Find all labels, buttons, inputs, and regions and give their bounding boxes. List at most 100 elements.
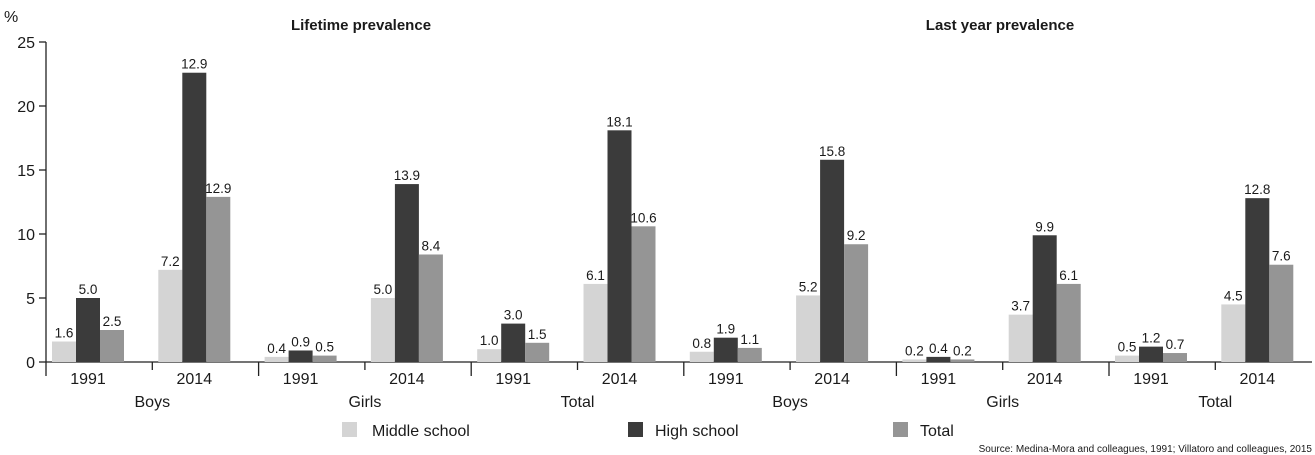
- bar-value-label: 9.9: [1035, 219, 1054, 234]
- bar-value-label: 0.9: [291, 334, 310, 349]
- y-tick-label: 5: [26, 291, 35, 308]
- bar-value-label: 0.8: [692, 336, 711, 351]
- bar-value-label: 5.0: [79, 282, 98, 297]
- bar-value-label: 12.8: [1244, 182, 1270, 197]
- bar-middle-school: [796, 295, 821, 362]
- bar-value-label: 15.8: [819, 144, 845, 159]
- bar-value-label: 1.6: [55, 326, 74, 341]
- bar-middle-school: [477, 349, 502, 362]
- bar-value-label: 7.6: [1272, 249, 1291, 264]
- bar-value-label: 3.0: [504, 308, 523, 323]
- bar-middle-school: [1115, 355, 1139, 362]
- x-group-label: Girls: [348, 394, 381, 411]
- bar-total: [525, 342, 550, 362]
- bar-total: [1163, 353, 1187, 362]
- bar-high-school: [1032, 235, 1057, 362]
- bars-layer: 1.6 5.0 2.5 7.2 12.9 12.9 0.4 0.9 0.5 5.0 13.9 8.4 1…: [52, 57, 1294, 362]
- x-group-label: Boys: [135, 394, 171, 411]
- bar-value-label: 18.1: [606, 114, 632, 129]
- bar-high-school: [607, 130, 632, 362]
- bar-value-label: 9.2: [847, 228, 866, 243]
- bar-high-school: [394, 184, 419, 362]
- x-group-label: Total: [1198, 394, 1232, 411]
- y-tick-label: 10: [17, 227, 35, 244]
- panel-title-last-year: Last year prevalence: [926, 17, 1074, 34]
- bar-high-school: [1245, 198, 1270, 362]
- bar-value-label: 6.1: [1059, 268, 1078, 283]
- y-axis-unit-label: %: [4, 9, 18, 26]
- bar-value-label: 8.4: [422, 238, 441, 253]
- bar-value-label: 10.6: [630, 210, 656, 225]
- bar-middle-school: [583, 283, 608, 362]
- bar-high-school: [76, 298, 100, 362]
- legend-label-high-school: High school: [655, 423, 739, 440]
- bar-value-label: 1.2: [1142, 331, 1161, 346]
- bar-middle-school: [52, 341, 76, 362]
- bar-value-label: 1.1: [740, 332, 759, 347]
- bar-value-label: 7.2: [161, 254, 180, 269]
- bar-value-label: 13.9: [394, 168, 420, 183]
- x-year-label: 1991: [1133, 371, 1169, 388]
- bar-middle-school: [264, 356, 289, 362]
- legend-swatch-total: [893, 422, 908, 437]
- x-group-label: Total: [561, 394, 595, 411]
- bar-total: [418, 254, 443, 362]
- bar-high-school: [501, 323, 526, 362]
- bar-value-label: 1.0: [480, 333, 499, 348]
- x-year-label: 2014: [1240, 371, 1276, 388]
- bar-value-label: 0.5: [1118, 340, 1137, 355]
- bar-value-label: 1.5: [528, 327, 547, 342]
- x-axis: 1991 2014 Boys 1991 2014 Girls 1991 2014 Total 19…: [45, 361, 1312, 411]
- bar-high-school: [820, 159, 845, 362]
- bar-value-label: 0.2: [905, 343, 924, 358]
- bar-total: [737, 347, 762, 362]
- bar-value-label: 0.7: [1166, 337, 1185, 352]
- bar-high-school: [926, 356, 951, 362]
- legend-label-total: Total: [920, 423, 954, 440]
- bar-total: [844, 244, 869, 362]
- legend: Middle school High school Total: [342, 422, 954, 440]
- bar-value-label: 1.9: [716, 322, 735, 337]
- x-year-label: 1991: [70, 371, 106, 388]
- bar-high-school: [713, 337, 738, 362]
- legend-label-middle-school: Middle school: [372, 423, 470, 440]
- bar-value-label: 12.9: [205, 181, 231, 196]
- bar-value-label: 6.1: [586, 268, 605, 283]
- bar-total: [206, 196, 231, 362]
- x-year-label: 2014: [814, 371, 850, 388]
- x-group-label: Boys: [772, 394, 808, 411]
- bar-high-school: [288, 350, 313, 362]
- bar-total: [950, 359, 975, 362]
- source-note: Source: Medina-Mora and colleagues, 1991…: [979, 444, 1313, 455]
- bar-value-label: 2.5: [103, 314, 122, 329]
- bar-value-label: 3.7: [1011, 299, 1030, 314]
- x-year-label: 1991: [708, 371, 744, 388]
- bar-value-label: 0.4: [267, 341, 286, 356]
- bar-middle-school: [158, 269, 183, 362]
- bar-value-label: 5.0: [374, 282, 393, 297]
- y-tick-label: 0: [26, 355, 35, 372]
- bar-total: [1269, 264, 1294, 362]
- bar-value-label: 0.4: [929, 341, 948, 356]
- x-year-label: 1991: [921, 371, 957, 388]
- bar-high-school: [1139, 346, 1163, 362]
- bar-middle-school: [1221, 304, 1246, 362]
- x-year-label: 2014: [602, 371, 638, 388]
- legend-swatch-middle-school: [342, 422, 357, 437]
- bar-total: [100, 330, 124, 362]
- legend-swatch-high-school: [628, 422, 643, 437]
- bar-total: [312, 355, 337, 362]
- bar-value-label: 5.2: [799, 279, 818, 294]
- x-year-label: 2014: [1027, 371, 1063, 388]
- bar-value-label: 12.9: [181, 57, 207, 72]
- bar-value-label: 0.2: [953, 343, 972, 358]
- x-year-label: 1991: [495, 371, 531, 388]
- bar-value-label: 4.5: [1224, 288, 1243, 303]
- bar-total: [631, 226, 656, 362]
- panel-title-lifetime: Lifetime prevalence: [291, 17, 431, 34]
- bar-high-school: [182, 72, 207, 362]
- x-year-label: 2014: [389, 371, 425, 388]
- x-year-label: 2014: [177, 371, 213, 388]
- y-axis: 0 5 10 15 20 25: [17, 35, 47, 372]
- bar-middle-school: [1008, 314, 1033, 362]
